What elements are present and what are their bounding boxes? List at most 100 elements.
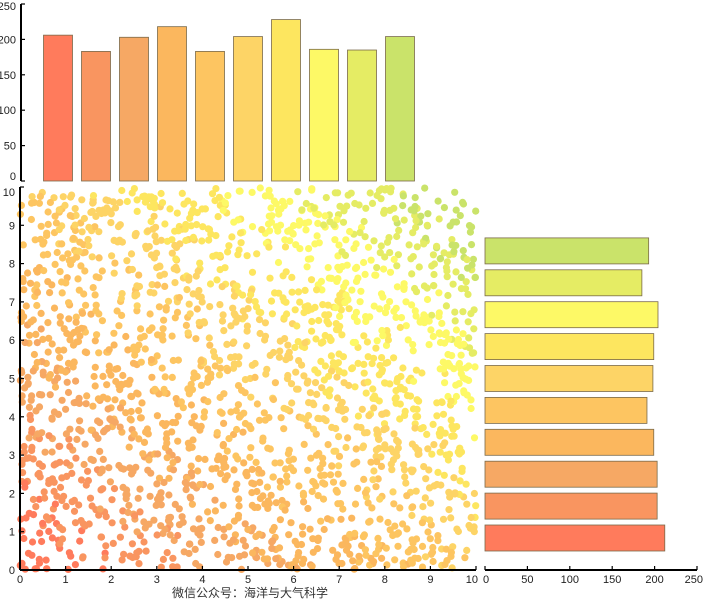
scatter-point: [412, 288, 421, 296]
scatter-point: [20, 313, 28, 321]
top-y-tick-label: 0: [10, 171, 16, 183]
scatter-point: [320, 525, 328, 534]
scatter-point: [61, 201, 69, 209]
top-bar: [233, 36, 263, 182]
scatter-point: [139, 450, 147, 458]
right-bar: [484, 396, 648, 424]
scatter-point: [128, 189, 136, 197]
scatter-point: [195, 515, 203, 523]
scatter-point: [373, 264, 381, 272]
scatter-point: [46, 198, 55, 207]
watermark: 微信公众号：海洋与大气科学: [172, 585, 328, 600]
scatter-point: [407, 466, 415, 474]
scatter-point: [255, 530, 263, 538]
scatter-point: [319, 479, 327, 487]
scatter-point: [95, 349, 103, 357]
scatter-point: [392, 394, 400, 402]
scatter-point: [80, 214, 88, 223]
scatter-point: [403, 492, 411, 500]
scatter-point: [335, 367, 343, 375]
scatter-point: [463, 546, 471, 555]
scatter-point: [99, 372, 107, 380]
scatter-point: [401, 473, 409, 481]
scatter-point: [40, 238, 48, 246]
scatter-point: [276, 347, 284, 355]
scatter-point: [379, 293, 387, 301]
scatter-point: [284, 227, 292, 235]
scatter-point: [39, 251, 48, 259]
scatter-point: [159, 325, 167, 333]
scatter-point: [163, 430, 171, 438]
scatter-point: [180, 548, 188, 556]
scatter-point: [356, 298, 364, 306]
scatter-point: [287, 519, 295, 527]
scatter-point: [56, 319, 64, 327]
scatter-point: [96, 505, 104, 513]
scatter-point: [363, 338, 371, 346]
scatter-point: [372, 271, 380, 279]
scatter-point: [425, 341, 433, 349]
scatter-point: [379, 410, 387, 418]
scatter-point: [91, 363, 99, 371]
scatter-point: [387, 445, 395, 453]
scatter-point: [125, 443, 133, 451]
scatter-point: [321, 331, 329, 340]
scatter-point: [381, 379, 389, 387]
scatter-point: [223, 472, 231, 480]
scatter-point: [33, 339, 41, 347]
scatter-point: [274, 258, 283, 267]
scatter-point: [411, 194, 419, 202]
right-bar: [484, 524, 666, 552]
scatter-point: [112, 377, 120, 386]
scatter-point: [213, 429, 221, 437]
scatter-point: [133, 302, 141, 310]
scatter-point: [293, 322, 301, 330]
scatter-point: [32, 503, 40, 511]
scatter-point: [307, 454, 315, 462]
scatter-point: [372, 452, 380, 460]
scatter-point: [58, 278, 66, 286]
scatter-point: [126, 415, 134, 423]
scatter-point: [169, 563, 177, 571]
scatter-point: [470, 325, 478, 333]
scatter-point: [449, 543, 457, 551]
scatter-point: [313, 232, 321, 240]
scatter-point: [415, 263, 423, 271]
scatter-point: [328, 462, 336, 470]
scatter-point: [285, 457, 293, 465]
right-x-tick-label: 0: [483, 574, 489, 586]
scatter-point: [333, 216, 341, 224]
scatter-point: [338, 559, 346, 568]
scatter-point: [173, 209, 181, 217]
scatter-point: [299, 530, 307, 538]
scatter-point: [209, 252, 217, 260]
scatter-point: [84, 477, 92, 485]
scatter-point: [86, 494, 95, 502]
scatter-point: [90, 372, 98, 381]
scatter-point: [381, 309, 390, 317]
scatter-point: [72, 313, 80, 321]
scatter-point: [212, 232, 220, 240]
scatter-point: [228, 233, 236, 241]
scatter-point: [294, 188, 302, 196]
scatter-point: [85, 223, 93, 231]
scatter-point: [259, 437, 267, 445]
scatter-point: [173, 308, 182, 316]
scatter-point: [439, 410, 448, 418]
scatter-point: [172, 419, 180, 427]
scatter-point: [448, 352, 456, 360]
scatter-point: [163, 549, 171, 557]
scatter-point: [178, 513, 186, 521]
y-tick-label: 1: [9, 527, 15, 539]
scatter-point: [408, 301, 416, 309]
scatter-point: [58, 289, 66, 297]
scatter-point: [193, 209, 201, 217]
scatter-point: [243, 252, 251, 260]
scatter-point: [55, 226, 63, 234]
scatter-point: [235, 502, 243, 510]
scatter-point: [362, 317, 370, 326]
scatter-point: [158, 199, 167, 207]
scatter-point: [171, 279, 179, 287]
scatter-point: [434, 537, 442, 545]
scatter-point: [349, 338, 357, 347]
